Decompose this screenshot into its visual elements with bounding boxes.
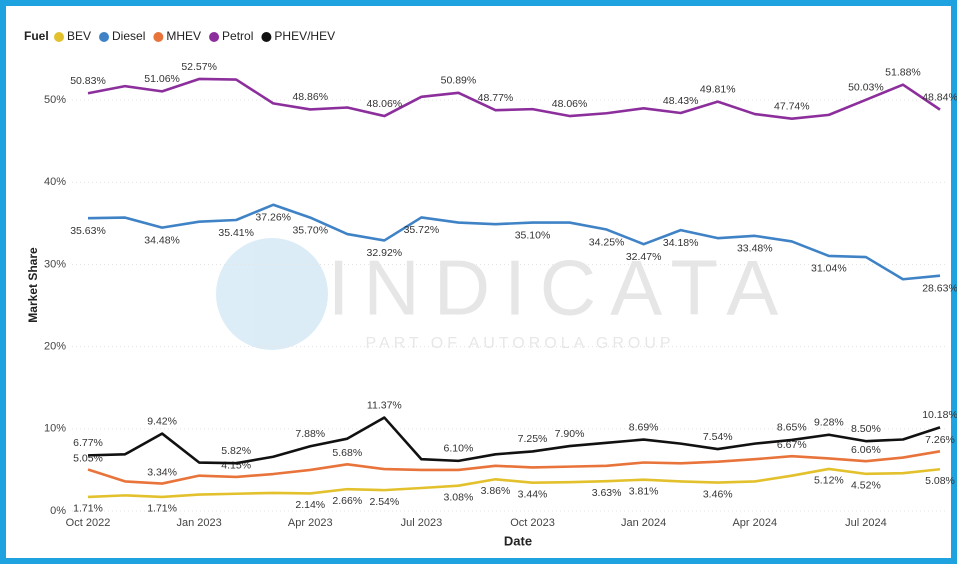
- watermark-subtext: PART OF AUTOROLA GROUP: [365, 335, 674, 352]
- series-line: [87, 467, 941, 499]
- data-label: 51.06%: [144, 73, 180, 85]
- x-tick-label: Apr 2023: [288, 517, 333, 529]
- data-label: 33.48%: [737, 243, 773, 255]
- data-label: 32.47%: [626, 251, 662, 263]
- data-label: 6.67%: [777, 439, 807, 451]
- y-tick-label: 20%: [44, 341, 66, 353]
- x-tick-label: Jul 2023: [401, 517, 443, 529]
- data-label: 49.81%: [700, 83, 736, 95]
- data-label: 7.26%: [925, 434, 955, 446]
- y-tick-label: 50%: [44, 94, 66, 106]
- series-line: [87, 450, 941, 485]
- legend-label: PHEV/HEV: [274, 29, 335, 43]
- data-label: 48.86%: [292, 91, 328, 103]
- data-label: 5.08%: [925, 475, 955, 487]
- data-label: 3.34%: [147, 466, 177, 478]
- data-label: 50.83%: [70, 75, 106, 87]
- data-label: 35.10%: [515, 229, 551, 241]
- data-label: 2.14%: [295, 499, 325, 511]
- data-label: 48.84%: [922, 91, 957, 103]
- data-label: 5.68%: [332, 447, 362, 459]
- data-label: 7.54%: [703, 431, 733, 443]
- data-label: 48.06%: [552, 98, 588, 110]
- data-label: 34.18%: [663, 237, 699, 249]
- data-label: 52.57%: [181, 61, 217, 73]
- data-label: 7.25%: [518, 433, 548, 445]
- legend-label: Petrol: [222, 29, 253, 43]
- data-label: 35.72%: [404, 224, 440, 236]
- y-tick-label: 10%: [44, 423, 66, 435]
- series-line: [87, 77, 941, 120]
- data-label: 3.81%: [629, 485, 659, 497]
- legend-label: BEV: [67, 29, 91, 43]
- data-label: 4.52%: [851, 480, 881, 492]
- data-label: 1.71%: [147, 503, 177, 515]
- data-label: 8.65%: [777, 422, 807, 434]
- series-line: [87, 416, 941, 465]
- data-label: 34.25%: [589, 236, 625, 248]
- legend-title: Fuel: [24, 29, 49, 43]
- data-label: 48.77%: [478, 92, 514, 104]
- data-label: 37.26%: [255, 212, 291, 224]
- data-label: 6.10%: [444, 443, 474, 455]
- x-tick-label: Apr 2024: [732, 517, 777, 529]
- data-label: 9.28%: [814, 417, 844, 429]
- data-label: 7.90%: [555, 428, 585, 440]
- data-label: 28.63%: [922, 282, 957, 294]
- data-label: 3.86%: [481, 485, 511, 497]
- y-axis-title: Market Share: [26, 247, 40, 323]
- legend-swatch: [153, 32, 164, 42]
- data-label: 50.03%: [848, 82, 884, 94]
- data-label: 5.12%: [814, 475, 844, 487]
- data-label: 8.50%: [851, 423, 881, 435]
- x-tick-label: Oct 2023: [510, 517, 555, 529]
- data-label: 2.66%: [332, 495, 362, 507]
- data-label: 34.48%: [144, 234, 180, 246]
- data-label: 11.37%: [367, 399, 402, 411]
- x-tick-label: Jan 2023: [176, 517, 221, 529]
- data-label: 3.44%: [518, 489, 548, 501]
- data-label: 35.41%: [218, 227, 254, 239]
- data-label: 48.43%: [663, 95, 699, 107]
- legend-label: Diesel: [112, 29, 145, 43]
- watermark-text: INDICATA: [328, 244, 792, 332]
- data-label: 10.18%: [922, 409, 957, 421]
- data-label: 3.63%: [592, 487, 622, 499]
- watermark-logo: [216, 238, 328, 350]
- data-label: 3.08%: [444, 491, 474, 503]
- data-label: 31.04%: [811, 263, 847, 275]
- legend-swatch: [99, 32, 110, 42]
- series-line: [87, 203, 941, 281]
- data-label: 7.88%: [295, 428, 325, 440]
- y-tick-label: 0%: [50, 505, 66, 517]
- data-label: 51.88%: [885, 66, 921, 78]
- legend-swatch: [209, 32, 220, 42]
- data-label: 47.74%: [774, 100, 810, 112]
- data-label: 32.92%: [367, 247, 403, 259]
- legend-swatch: [261, 32, 272, 42]
- legend-label: MHEV: [166, 29, 201, 43]
- data-label: 35.70%: [292, 224, 328, 236]
- data-label: 35.63%: [70, 225, 106, 237]
- x-tick-label: Jan 2024: [621, 517, 666, 529]
- data-label: 6.06%: [851, 444, 881, 456]
- watermark: INDICATA PART OF AUTOROLA GROUP: [216, 238, 792, 352]
- data-label: 5.82%: [221, 445, 251, 457]
- y-tick-label: 30%: [44, 258, 66, 270]
- data-label: 48.06%: [367, 98, 403, 110]
- data-label: 3.46%: [703, 488, 733, 500]
- x-tick-label: Jul 2024: [845, 517, 887, 529]
- x-axis-title: Date: [504, 533, 532, 548]
- data-label: 1.71%: [73, 503, 103, 515]
- legend-swatch: [54, 32, 64, 42]
- data-label: 2.54%: [369, 496, 399, 508]
- data-label: 50.89%: [441, 75, 477, 87]
- x-tick-label: Oct 2022: [66, 517, 111, 529]
- data-label: 9.42%: [147, 415, 177, 427]
- data-label: 6.77%: [73, 437, 103, 449]
- y-tick-label: 40%: [44, 176, 66, 188]
- data-label: 8.69%: [629, 421, 659, 433]
